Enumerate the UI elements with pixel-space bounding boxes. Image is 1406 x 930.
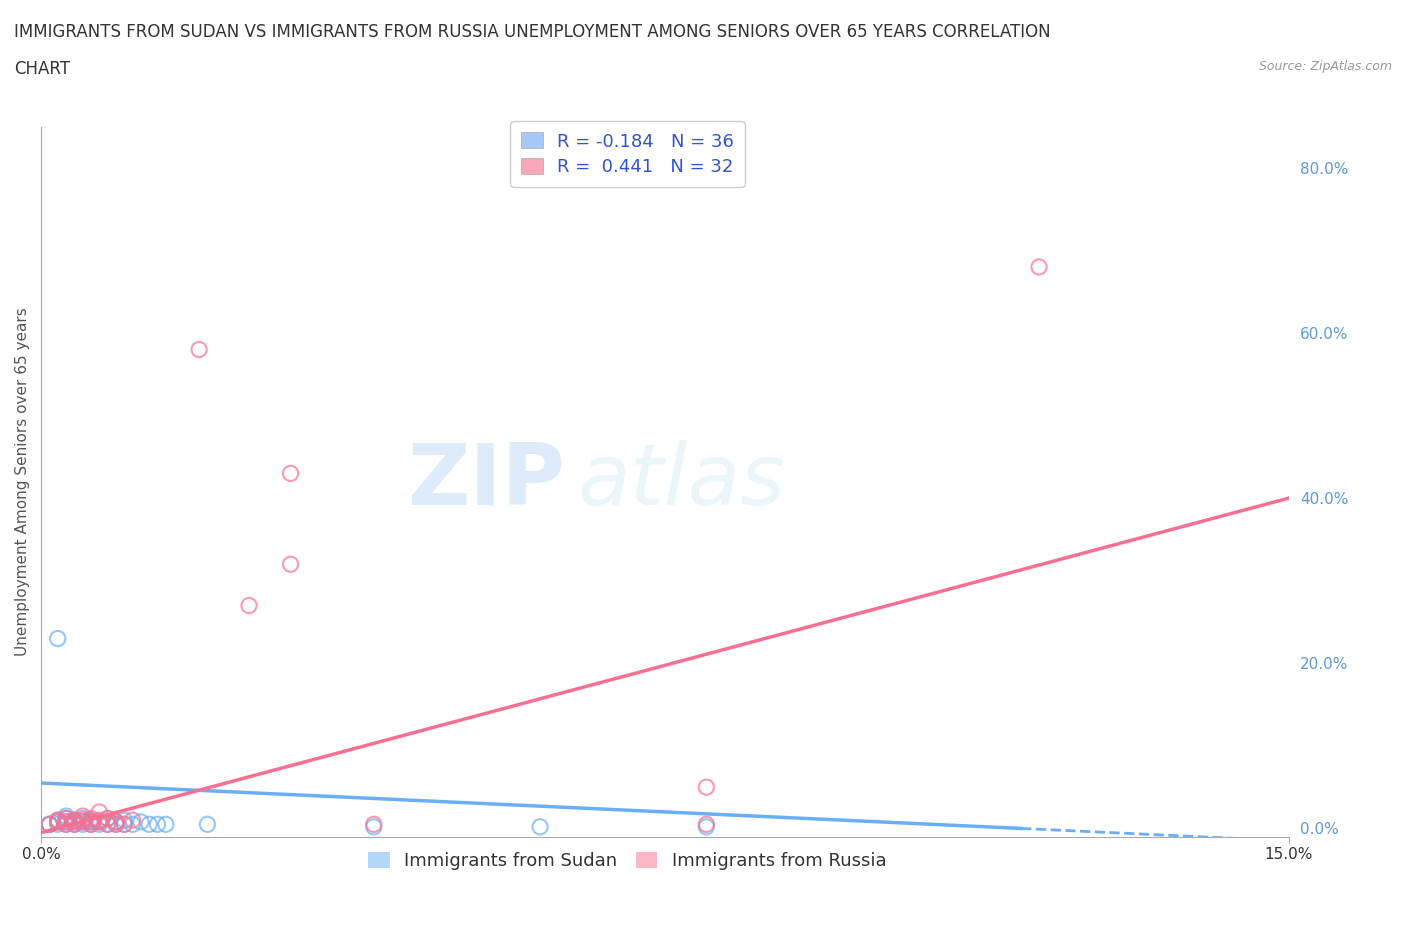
Point — [97, 817, 120, 831]
Point — [104, 815, 127, 830]
Point — [55, 815, 77, 830]
Point — [121, 813, 143, 828]
Point — [55, 811, 77, 826]
Point — [97, 811, 120, 826]
Point — [695, 779, 717, 794]
Point — [363, 817, 385, 831]
Point — [138, 817, 160, 831]
Point — [72, 811, 94, 826]
Point — [46, 631, 69, 646]
Point — [38, 817, 60, 831]
Point — [146, 817, 169, 831]
Point — [63, 817, 86, 831]
Point — [55, 811, 77, 826]
Point — [89, 815, 111, 830]
Text: ZIP: ZIP — [408, 440, 565, 524]
Point — [112, 817, 135, 831]
Point — [63, 817, 86, 831]
Point — [129, 815, 152, 830]
Text: atlas: atlas — [578, 440, 786, 524]
Point — [46, 817, 69, 831]
Point — [155, 817, 177, 831]
Point — [72, 808, 94, 823]
Point — [63, 813, 86, 828]
Point — [97, 811, 120, 826]
Point — [104, 817, 127, 831]
Point — [80, 815, 103, 830]
Point — [80, 815, 103, 830]
Point — [80, 817, 103, 831]
Point — [63, 815, 86, 830]
Point — [363, 819, 385, 834]
Point — [80, 817, 103, 831]
Point — [89, 804, 111, 819]
Point — [46, 813, 69, 828]
Point — [97, 817, 120, 831]
Point — [89, 817, 111, 831]
Point — [55, 817, 77, 831]
Point — [46, 815, 69, 830]
Text: CHART: CHART — [14, 60, 70, 78]
Point — [280, 557, 302, 572]
Point — [80, 811, 103, 826]
Point — [55, 808, 77, 823]
Point — [112, 817, 135, 831]
Point — [72, 817, 94, 831]
Point — [89, 813, 111, 828]
Point — [89, 815, 111, 830]
Point — [529, 819, 551, 834]
Point — [55, 817, 77, 831]
Point — [72, 815, 94, 830]
Point — [112, 813, 135, 828]
Point — [104, 815, 127, 830]
Point — [63, 813, 86, 828]
Point — [121, 817, 143, 831]
Point — [46, 813, 69, 828]
Point — [188, 342, 211, 357]
Point — [72, 815, 94, 830]
Point — [104, 817, 127, 831]
Text: IMMIGRANTS FROM SUDAN VS IMMIGRANTS FROM RUSSIA UNEMPLOYMENT AMONG SENIORS OVER : IMMIGRANTS FROM SUDAN VS IMMIGRANTS FROM… — [14, 23, 1050, 41]
Point — [238, 598, 260, 613]
Point — [197, 817, 219, 831]
Point — [63, 815, 86, 830]
Text: Source: ZipAtlas.com: Source: ZipAtlas.com — [1258, 60, 1392, 73]
Point — [38, 817, 60, 831]
Point — [695, 819, 717, 834]
Legend: Immigrants from Sudan, Immigrants from Russia: Immigrants from Sudan, Immigrants from R… — [361, 844, 894, 877]
Point — [72, 813, 94, 828]
Point — [55, 815, 77, 830]
Point — [46, 815, 69, 830]
Y-axis label: Unemployment Among Seniors over 65 years: Unemployment Among Seniors over 65 years — [15, 307, 30, 656]
Point — [80, 813, 103, 828]
Point — [1028, 259, 1050, 274]
Point — [38, 817, 60, 831]
Point — [280, 466, 302, 481]
Point — [695, 817, 717, 831]
